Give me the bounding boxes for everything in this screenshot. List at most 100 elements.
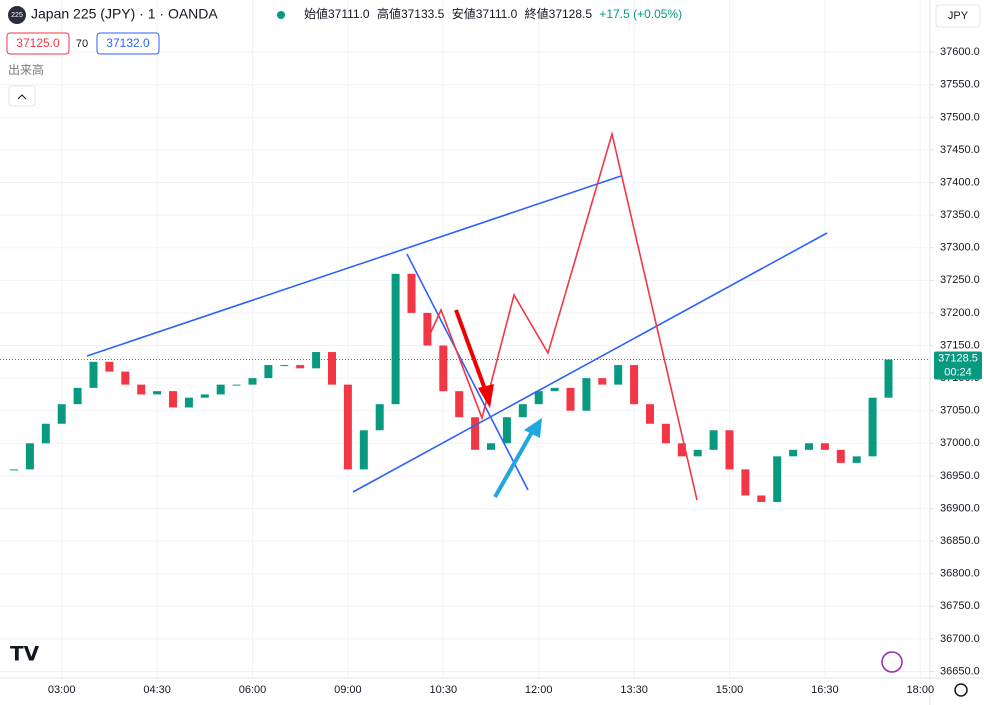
currency: JPY bbox=[948, 10, 969, 22]
bolt-icon[interactable] bbox=[881, 651, 903, 673]
candle-body bbox=[248, 378, 257, 385]
candle-body bbox=[343, 384, 352, 470]
arrow-head bbox=[478, 384, 494, 408]
candle-body bbox=[852, 456, 861, 463]
candle-body bbox=[725, 430, 734, 470]
status-dot bbox=[277, 11, 285, 19]
candle-body bbox=[105, 361, 114, 372]
chevron bbox=[17, 94, 27, 100]
x-tick-label: 09:00 bbox=[334, 684, 362, 696]
tv-logo: 𝗧𝗩 bbox=[10, 643, 40, 665]
y-tick-label: 36950.0 bbox=[940, 470, 980, 482]
candle-body bbox=[153, 391, 162, 395]
price-axis bbox=[930, 0, 984, 678]
y-tick-label: 36900.0 bbox=[940, 502, 980, 514]
candle-body bbox=[582, 378, 591, 411]
volume-label: 出来高 bbox=[8, 62, 44, 77]
y-tick-label: 37350.0 bbox=[940, 209, 980, 221]
candle-body bbox=[455, 391, 464, 418]
candle-body bbox=[709, 430, 718, 450]
y-tick-label: 37450.0 bbox=[940, 144, 980, 156]
y-tick-label: 36850.0 bbox=[940, 535, 980, 547]
spread: 70 bbox=[76, 38, 88, 50]
candle-body bbox=[184, 397, 193, 408]
candle-body bbox=[534, 391, 543, 405]
candle-body bbox=[646, 404, 654, 424]
candle-body bbox=[423, 312, 432, 346]
candle-body bbox=[487, 443, 495, 450]
candle-body bbox=[296, 365, 305, 369]
x-tick-label: 16:30 bbox=[811, 684, 839, 696]
candle-body bbox=[614, 365, 623, 385]
stat: 高値37133.5 bbox=[377, 6, 445, 21]
settings-icon[interactable] bbox=[954, 683, 968, 697]
candle-body bbox=[741, 469, 750, 496]
y-tick-label: 37250.0 bbox=[940, 274, 980, 286]
candle-body bbox=[677, 443, 686, 457]
candle-body bbox=[57, 404, 66, 424]
buy-button[interactable] bbox=[96, 32, 160, 55]
y-tick-label: 37600.0 bbox=[940, 46, 980, 58]
collapse-button[interactable] bbox=[8, 85, 36, 107]
candle-body bbox=[836, 449, 845, 463]
x-tick-label: 03:00 bbox=[48, 684, 76, 696]
x-tick-label: 06:00 bbox=[239, 684, 267, 696]
candle-body bbox=[661, 423, 670, 444]
stat: 安値37111.0 bbox=[452, 6, 518, 21]
candle-body bbox=[312, 352, 321, 369]
symbol-badge: 225 bbox=[11, 12, 23, 19]
zigzag bbox=[424, 130, 698, 501]
candle-body bbox=[264, 365, 273, 379]
candle-body bbox=[693, 449, 702, 457]
candle-body bbox=[359, 430, 368, 470]
countdown: 00:24 bbox=[944, 366, 972, 378]
y-tick-label: 36650.0 bbox=[940, 665, 980, 677]
candles bbox=[10, 273, 893, 502]
trend-line bbox=[352, 232, 828, 493]
candle-body bbox=[10, 469, 18, 471]
arrow-head bbox=[524, 418, 542, 438]
y-tick-label: 37550.0 bbox=[940, 79, 980, 91]
candle-body bbox=[566, 387, 575, 411]
grid bbox=[0, 0, 930, 678]
y-tick-label: 37200.0 bbox=[940, 307, 980, 319]
x-tick-label: 18:00 bbox=[907, 684, 935, 696]
candle-body bbox=[232, 384, 241, 386]
candle-body bbox=[121, 371, 130, 385]
candle-body bbox=[789, 449, 798, 457]
trend-line bbox=[86, 175, 622, 357]
candle-body bbox=[89, 361, 98, 388]
candle-body bbox=[41, 423, 50, 444]
axes: 36650.0 36700.0 36750.0 36800.0 36850.0 36900… bbox=[48, 46, 980, 696]
sell-button[interactable] bbox=[6, 32, 70, 55]
candle-body bbox=[471, 417, 480, 450]
x-tick-label: 10:30 bbox=[430, 684, 458, 696]
stat: 終値37128.5 bbox=[525, 6, 593, 21]
candle-body bbox=[868, 397, 877, 457]
x-tick-label: 13:30 bbox=[620, 684, 648, 696]
candle-body bbox=[884, 359, 893, 398]
y-tick-label: 37500.0 bbox=[940, 111, 980, 123]
x-tick-label: 12:00 bbox=[525, 684, 553, 696]
candle-body bbox=[598, 378, 607, 385]
y-tick-label: 37300.0 bbox=[940, 242, 980, 254]
y-tick-label: 36700.0 bbox=[940, 633, 980, 645]
candle-body bbox=[216, 384, 225, 395]
price-tag bbox=[934, 351, 982, 380]
drawings bbox=[86, 130, 828, 501]
stats: 始値37111.0 高値37133.5 安値37111.0 終値37128.5 … bbox=[304, 6, 682, 21]
stat: +17.5 (+0.05%) bbox=[599, 7, 682, 21]
candle-body bbox=[757, 495, 766, 502]
y-tick-label: 37400.0 bbox=[940, 176, 980, 188]
candle-body bbox=[73, 387, 82, 405]
currency-button[interactable] bbox=[935, 4, 981, 28]
arrow bbox=[454, 309, 488, 393]
candle-body bbox=[280, 365, 289, 367]
candle-body bbox=[518, 404, 527, 418]
stat: 始値37111.0 bbox=[304, 6, 370, 21]
candle-body bbox=[502, 417, 511, 444]
candle-body bbox=[328, 352, 336, 385]
candle-body bbox=[805, 443, 813, 450]
candle-body bbox=[773, 456, 782, 502]
